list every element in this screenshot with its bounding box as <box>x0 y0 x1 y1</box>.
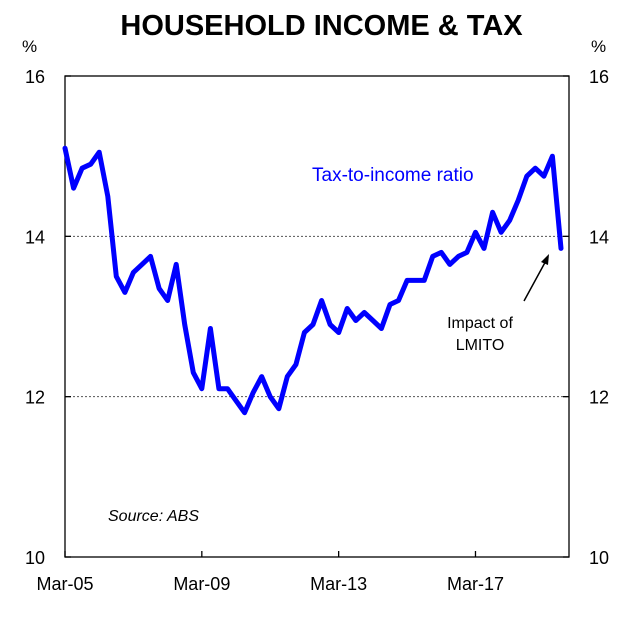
right-y-unit: % <box>591 37 606 56</box>
lmito-annotation: Impact of LMITO <box>447 254 549 354</box>
left-y-unit: % <box>22 37 37 56</box>
annotation-line-2: LMITO <box>456 337 505 354</box>
series-label: Tax-to-income ratio <box>312 165 474 186</box>
annotation-line-1: Impact of <box>447 315 513 332</box>
x-tick-label-Mar-13: Mar-13 <box>310 574 367 594</box>
right-y-tick-label-16: 16 <box>589 67 609 87</box>
plot-area-frame <box>64 75 570 558</box>
right-y-tick-label-10: 10 <box>589 548 609 568</box>
axis-labels: % % 10 10 12 12 14 14 16 16 Mar-05 Mar-09 Mar-13 Ma… <box>22 37 609 594</box>
axis-ticks <box>64 75 569 558</box>
left-y-tick-label-12: 12 <box>25 388 45 408</box>
x-tick-label-Mar-09: Mar-09 <box>173 574 230 594</box>
source-note: Source: ABS <box>108 508 199 525</box>
x-tick-label-Mar-17: Mar-17 <box>447 574 504 594</box>
left-y-tick-label-14: 14 <box>25 227 45 247</box>
tax-to-income-ratio-line <box>62 145 564 416</box>
annotation-arrow-shaft <box>523 256 549 302</box>
series-layer <box>62 145 564 416</box>
right-y-tick-label-14: 14 <box>589 227 609 247</box>
left-y-tick-label-10: 10 <box>25 548 45 568</box>
annotation-arrow-head <box>541 254 549 265</box>
left-y-tick-label-16: 16 <box>25 67 45 87</box>
x-tick-label-Mar-05: Mar-05 <box>36 574 93 594</box>
right-y-tick-label-12: 12 <box>589 388 609 408</box>
chart-title: HOUSEHOLD INCOME & TAX <box>120 10 523 42</box>
